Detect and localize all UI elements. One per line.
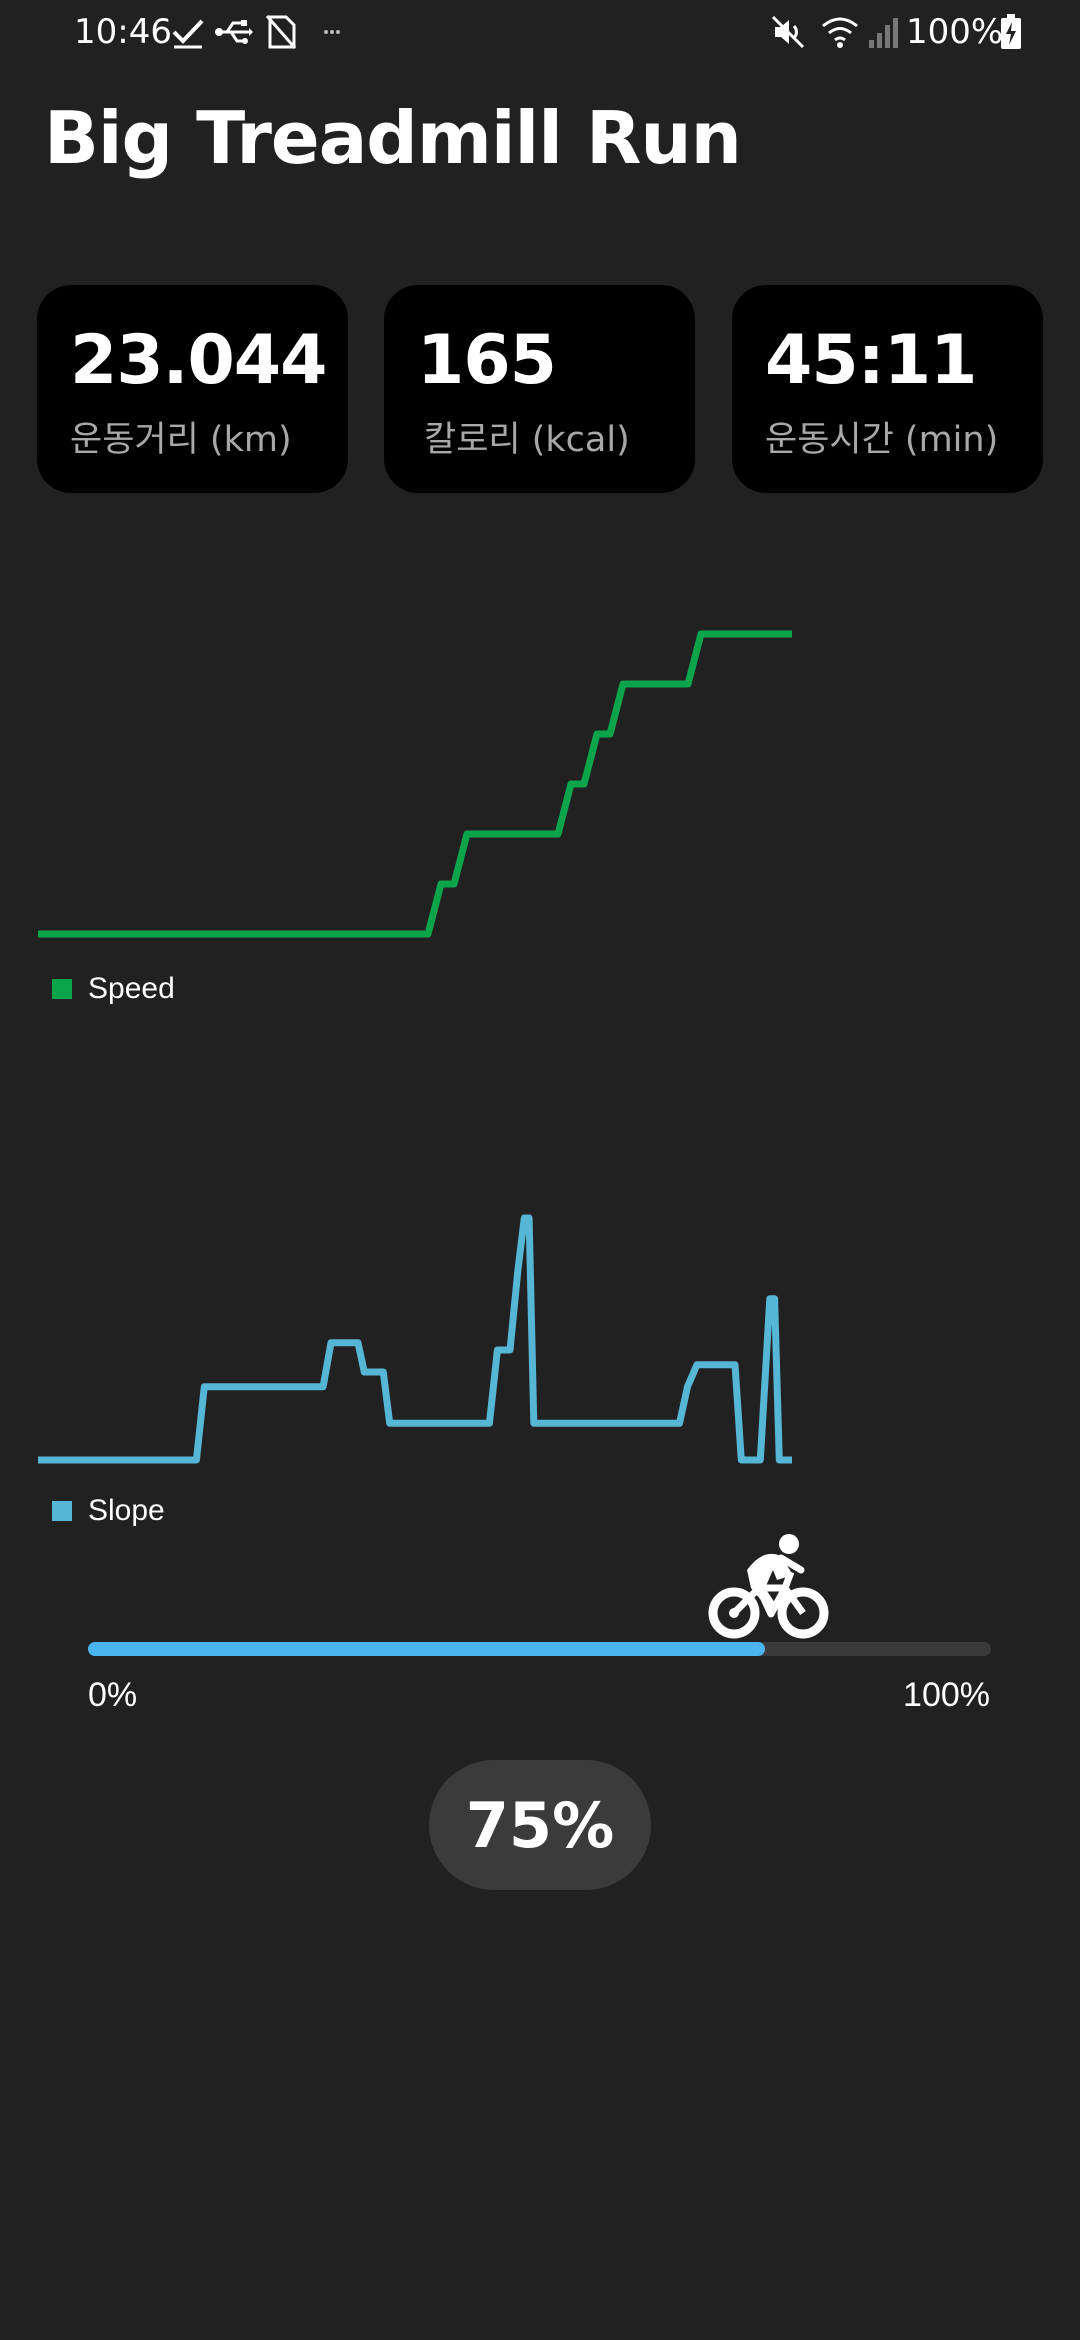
progress-fill: [88, 1642, 766, 1656]
progress-min-label: 0%: [88, 1676, 138, 1714]
time-value: 45:11: [765, 321, 977, 400]
page-title: Big Treadmill Run: [44, 96, 742, 180]
wifi-icon: [820, 14, 860, 50]
slope-chart: [38, 1214, 792, 1464]
slope-legend-swatch: [52, 1501, 72, 1521]
distance-label: 운동거리 (km): [70, 420, 292, 460]
usb-icon: [214, 14, 254, 50]
no-sim-icon: [264, 14, 298, 50]
slope-series-line: [38, 1214, 792, 1464]
bicycle-rider-icon: [707, 1530, 837, 1645]
check-icon: [170, 14, 206, 50]
battery-percent: 100%: [906, 12, 1004, 52]
speed-series-line: [38, 630, 792, 938]
mute-icon: [770, 14, 806, 50]
distance-value: 23.044: [70, 321, 327, 400]
progress-max-label: 100%: [903, 1676, 990, 1714]
status-time: 10:46: [74, 12, 172, 52]
stat-card-time: 45:11 운동시간 (min): [732, 285, 1043, 493]
progress-track: [88, 1642, 991, 1656]
speed-chart: [38, 630, 792, 938]
status-bar: 10:46 100%: [0, 0, 1080, 66]
calories-value: 165: [417, 321, 557, 400]
progress-percent-text: 75%: [465, 1788, 615, 1862]
time-label: 운동시간 (min): [765, 420, 999, 460]
more-dots-icon: [322, 14, 342, 50]
slope-legend: Slope: [52, 1494, 165, 1528]
progress-percent-badge: 75%: [429, 1760, 651, 1890]
battery-charging-icon: [998, 14, 1024, 50]
speed-legend-label: Speed: [88, 972, 175, 1005]
stat-card-calories: 165 칼로리 (kcal): [384, 285, 695, 493]
speed-legend: Speed: [52, 972, 175, 1006]
stat-card-distance: 23.044 운동거리 (km): [37, 285, 348, 493]
signal-icon: [866, 14, 900, 50]
slope-legend-label: Slope: [88, 1494, 165, 1527]
speed-legend-swatch: [52, 979, 72, 999]
calories-label: 칼로리 (kcal): [424, 420, 630, 460]
